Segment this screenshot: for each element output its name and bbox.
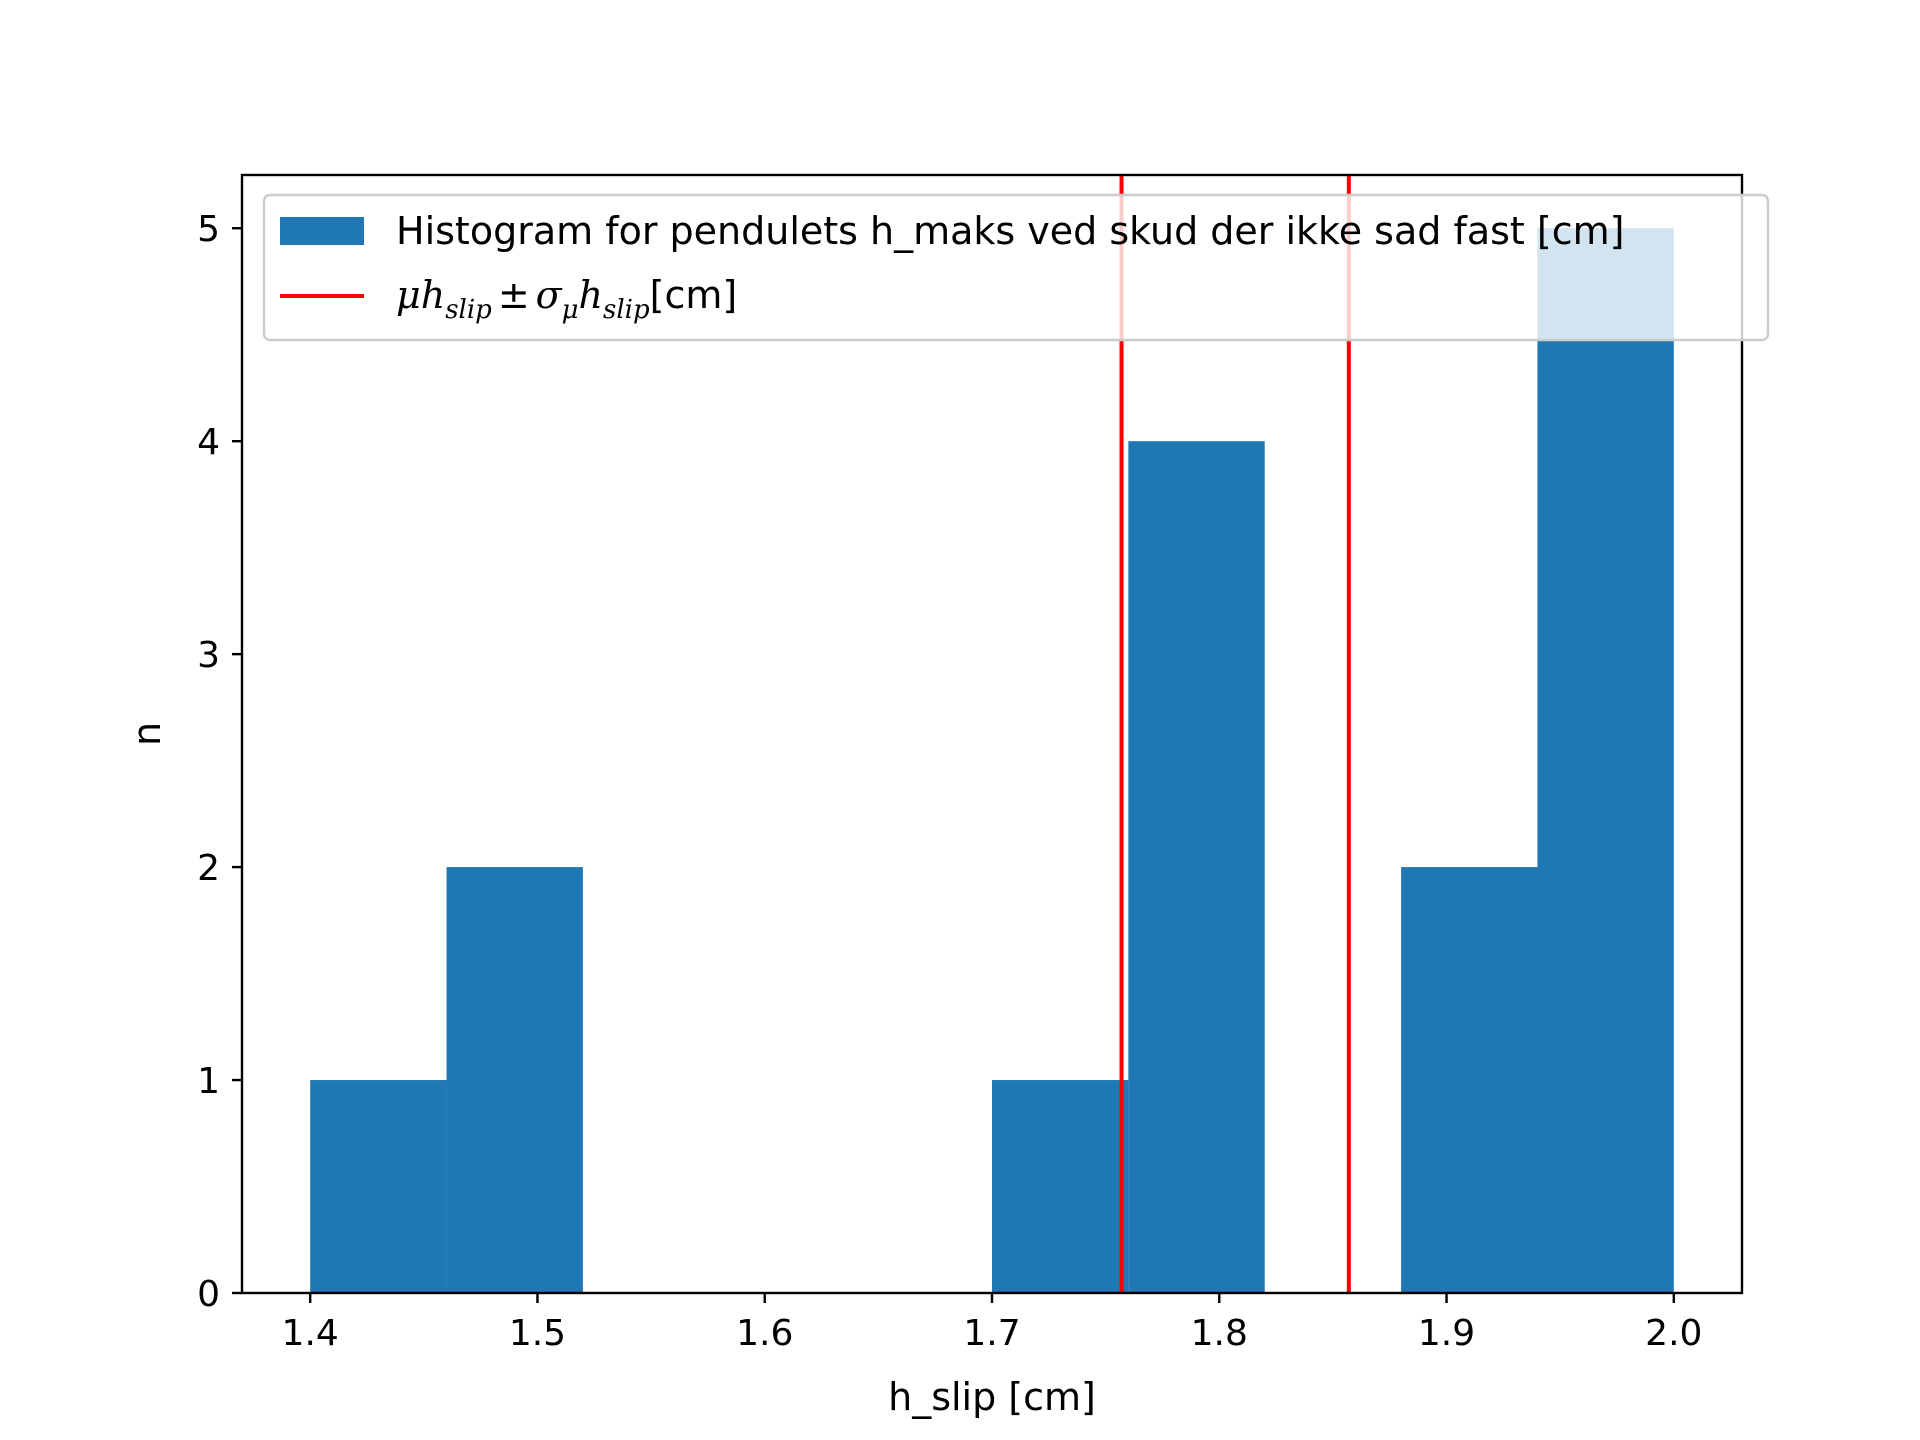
legend-slip-sub2: slip [603, 295, 650, 325]
legend-h2: h [579, 273, 603, 317]
y-tick-label: 3 [197, 635, 220, 676]
x-tick-label: 1.5 [509, 1313, 566, 1354]
y-tick-label: 0 [197, 1274, 220, 1315]
x-axis-ticks: 1.4 1.5 1.6 1.7 1.8 1.9 2.0 [282, 1293, 1702, 1354]
legend-sigma: σ [536, 273, 563, 317]
legend-hist-swatch [280, 217, 364, 245]
y-tick-label: 4 [197, 422, 220, 463]
legend-pm: ± [498, 273, 530, 317]
legend-box [262, 193, 1770, 342]
x-tick-label: 1.7 [963, 1313, 1020, 1354]
legend: Histogram for pendulets h_maks ved skud … [262, 193, 1770, 342]
x-tick-label: 2.0 [1645, 1313, 1702, 1354]
legend-unit: [cm] [650, 273, 738, 317]
y-axis-ticks: 0 1 2 3 4 5 [197, 209, 242, 1315]
histogram-bar [446, 867, 583, 1293]
y-axis-label: n [125, 722, 169, 746]
x-tick-label: 1.8 [1191, 1313, 1248, 1354]
histogram-bar [1537, 228, 1674, 1294]
histogram-bar [1401, 867, 1538, 1293]
legend-sigma-sub: μ [562, 295, 579, 325]
x-tick-label: 1.9 [1418, 1313, 1475, 1354]
histogram-bar [992, 1080, 1129, 1293]
legend-mu: μ [396, 273, 421, 317]
mean-lines [1119, 175, 1351, 1293]
legend-hist-label: Histogram for pendulets h_maks ved skud … [396, 209, 1624, 253]
histogram-bar [310, 1080, 447, 1293]
y-tick-label: 2 [197, 848, 220, 889]
legend-h: h [421, 273, 445, 317]
x-tick-label: 1.4 [282, 1313, 339, 1354]
histogram-bars [310, 228, 1674, 1294]
x-axis-label: h_slip [cm] [888, 1375, 1096, 1419]
legend-slip-sub: slip [445, 295, 492, 325]
x-tick-label: 1.6 [736, 1313, 793, 1354]
y-tick-label: 1 [197, 1061, 220, 1102]
histogram-bar [1128, 441, 1265, 1293]
legend-line-label: μhslip ± σμhslip[cm] [396, 273, 737, 325]
y-tick-label: 5 [197, 209, 220, 250]
